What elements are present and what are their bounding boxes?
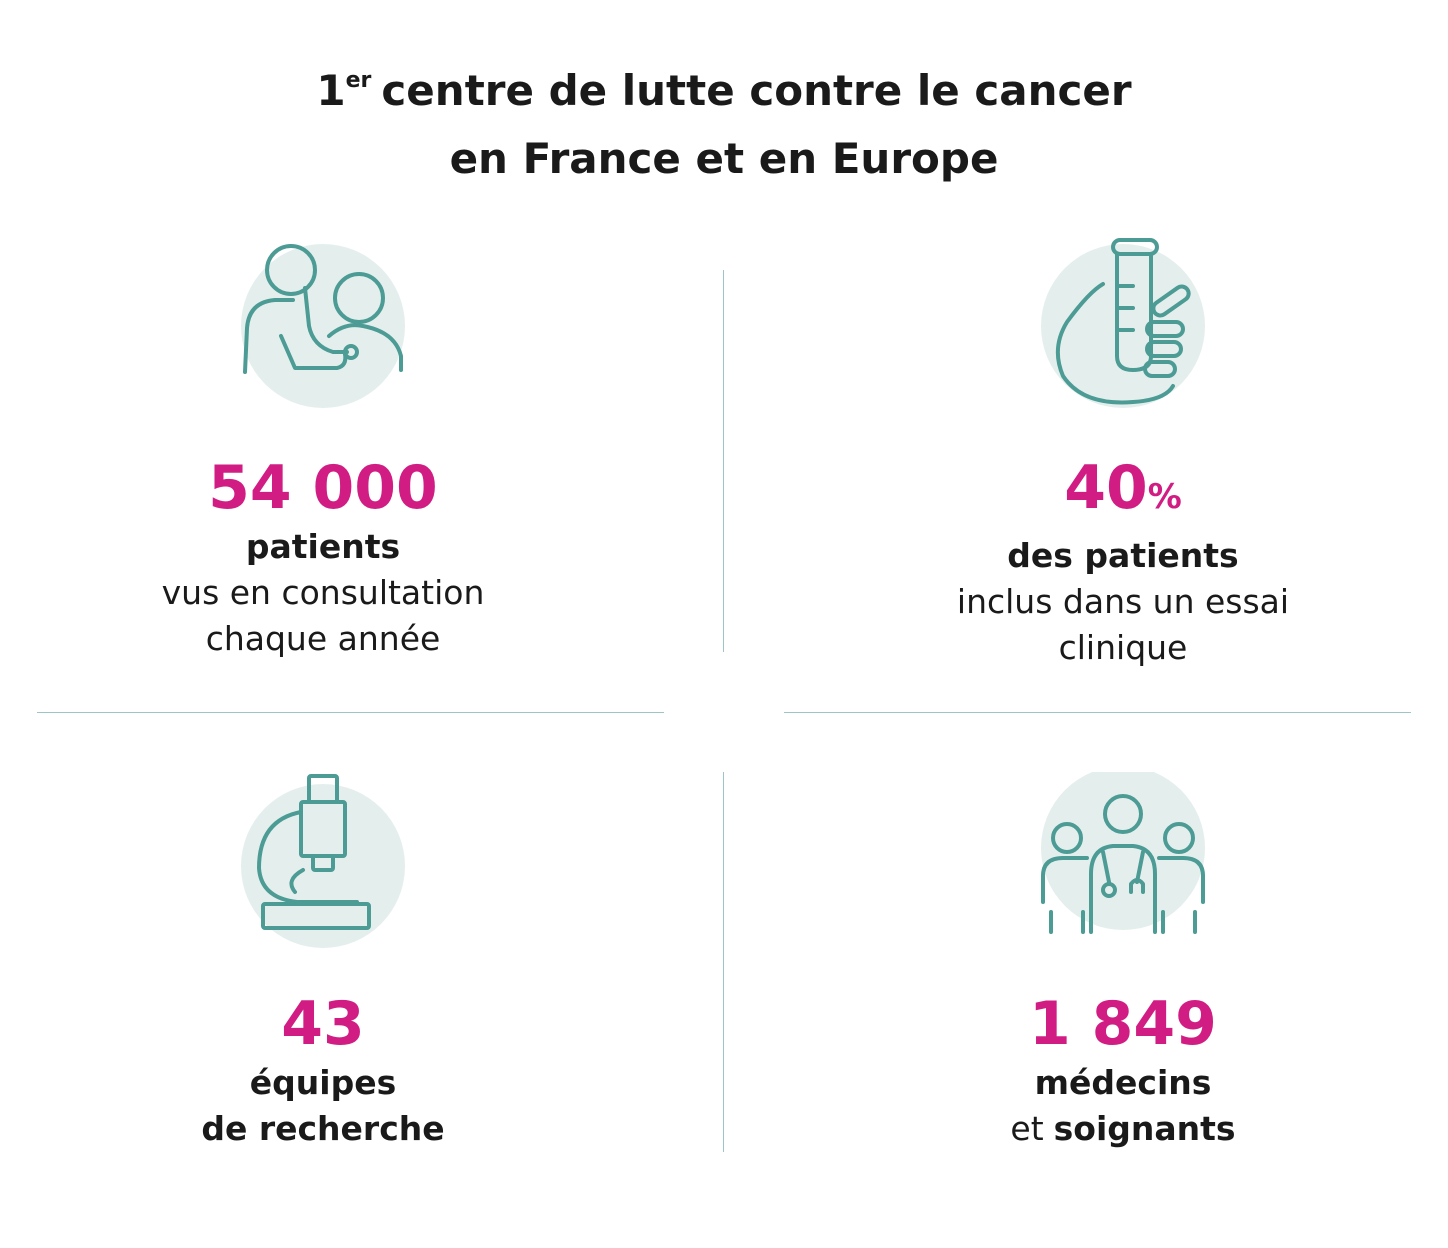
figure-unit: % — [1147, 477, 1182, 517]
stat-text: des patients — [1007, 536, 1239, 575]
figure-value: 1 849 — [1029, 989, 1217, 1059]
figure-value: 54 000 — [208, 453, 438, 523]
icon-consultation — [241, 244, 405, 408]
figure-value: 43 — [281, 989, 365, 1059]
stat-line: et soignants — [803, 1106, 1443, 1152]
icon-team — [1041, 772, 1205, 934]
divider — [723, 270, 724, 652]
stat: 54 000 patients vus en consultation chaque … — [3, 236, 643, 662]
divider — [784, 712, 1411, 713]
stat-text: médecins — [1034, 1063, 1212, 1102]
stat-text: de recherche — [201, 1109, 445, 1148]
stat-line: équipes — [3, 1060, 643, 1106]
stat-line: clinique — [803, 625, 1443, 671]
figure-value: 40 — [1064, 453, 1148, 523]
stat-line: patients — [3, 524, 643, 570]
stat-line: de recherche — [3, 1106, 643, 1152]
title-number: 1 — [316, 66, 346, 115]
stat-text: clinique — [1058, 628, 1188, 667]
title-sup: er — [345, 68, 372, 93]
stat-text: inclus dans un essai — [956, 582, 1290, 621]
divider — [723, 772, 724, 1152]
stat-text: et — [1010, 1109, 1044, 1148]
stat-text: soignants — [1053, 1109, 1236, 1148]
stat: 1 849 médecins et soignants — [803, 772, 1443, 1152]
title-line: en France et en Europe — [449, 134, 999, 183]
divider — [37, 712, 664, 713]
title-text: centre de lutte contre le cancer — [381, 66, 1132, 115]
stat-line: des patients — [803, 533, 1443, 579]
stat-line: vus en consultation — [3, 570, 643, 616]
stat-figure: 54 000 — [3, 452, 643, 524]
stat-figure: 1 849 — [803, 988, 1443, 1060]
stat-line: médecins — [803, 1060, 1443, 1106]
stat-text: patients — [245, 527, 401, 566]
stat-text: vus en consultation — [161, 573, 485, 612]
title-line: 1er centre de lutte contre le cancer — [0, 66, 1448, 115]
stat-line: inclus dans un essai — [803, 579, 1443, 625]
stat-figure: 40% — [803, 452, 1443, 533]
stat-line: chaque année — [3, 616, 643, 662]
icon-test-tube — [1041, 238, 1205, 408]
stat-text: chaque année — [205, 619, 441, 658]
icon-microscope — [241, 774, 405, 948]
stat: 40% des patients inclus dans un essai clini… — [803, 236, 1443, 671]
stat-figure: 43 — [3, 988, 643, 1060]
stat: 43 équipes de recherche — [3, 772, 643, 1152]
stat-text: équipes — [249, 1063, 397, 1102]
